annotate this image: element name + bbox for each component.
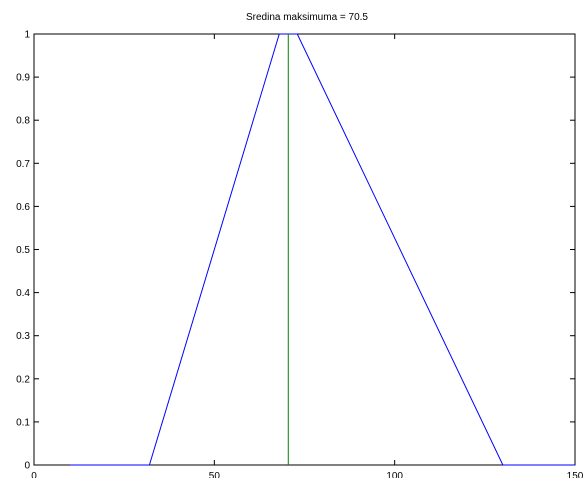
y-tick-label-4: 0.4 [16,288,30,299]
x-axis: 0 50 100 150 [31,34,584,478]
y-tick-label-5: 0.5 [16,245,30,256]
y-tick-label-9: 0.9 [16,73,30,84]
chart-title: Sredina maksimuma = 70.5 [246,12,368,23]
series-layer [70,33,575,466]
y-tick-label-10: 1 [24,30,30,41]
x-tick-label-1: 50 [209,471,221,478]
x-tick-label-2: 100 [386,471,403,478]
y-tick-label-8: 0.8 [16,116,30,127]
y-axis: 0 0.1 0.2 0.3 0.4 0.5 0.6 0.7 0.8 0.9 1 [16,30,575,472]
x-tick-label-0: 0 [31,471,37,478]
y-tick-label-6: 0.6 [16,202,30,213]
y-tick-label-0: 0 [24,461,30,472]
y-tick-label-2: 0.2 [16,374,30,385]
series-line-0 [70,33,575,466]
plot-area [33,33,576,466]
y-tick-label-3: 0.3 [16,331,30,342]
x-tick-label-3: 150 [567,471,584,478]
y-tick-label-7: 0.7 [16,159,30,170]
y-tick-label-1: 0.1 [16,417,30,428]
